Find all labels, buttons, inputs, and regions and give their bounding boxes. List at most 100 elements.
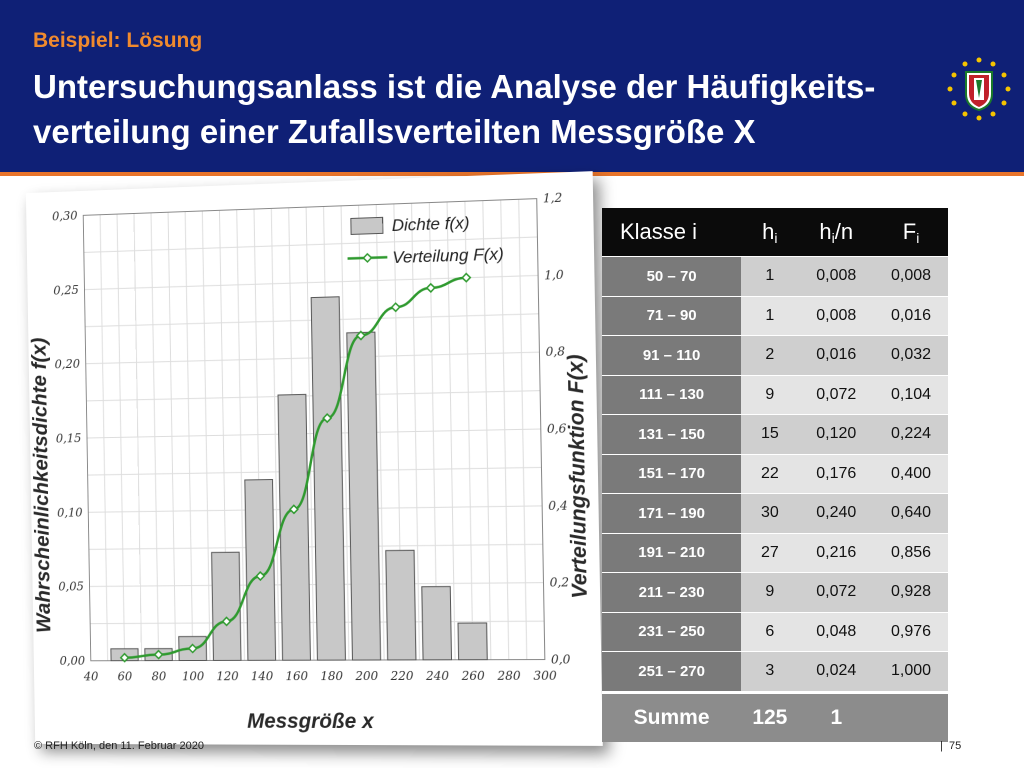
y2-tick-label: 0,4 <box>548 498 568 513</box>
hi-cell: 15 <box>741 414 799 454</box>
class-cell: 71 – 90 <box>602 295 742 336</box>
x-tick-label: 40 <box>83 669 99 683</box>
fi-cell: 0,400 <box>874 453 948 494</box>
x-axis-title: Messgröße x <box>247 710 375 734</box>
hin-cell: 0,008 <box>798 256 875 296</box>
footer-page: | 75 <box>940 740 961 752</box>
table-row: 131 – 150 15 0,120 0,224 <box>602 414 948 454</box>
fi-cell: 0,016 <box>874 295 948 336</box>
y-tick-label: 0,00 <box>60 654 86 668</box>
fi-cell: 1,000 <box>874 651 948 692</box>
hin-cell: 0,176 <box>798 453 875 494</box>
distribution-point <box>256 572 264 580</box>
hin-cell: 0,048 <box>798 611 875 652</box>
fi-cell: 0,104 <box>874 374 948 415</box>
hin-cell: 0,024 <box>798 651 875 692</box>
x-axis-ticks: 40 60 80 100 120 140 160 180 200 220 240 260 280 300 <box>83 668 558 683</box>
y-tick-label: 0,20 <box>55 357 81 372</box>
distribution-point <box>290 505 298 513</box>
sum-fi <box>874 690 948 742</box>
hi-cell: 2 <box>741 335 799 375</box>
hi-cell: 3 <box>741 651 799 692</box>
hin-cell: 0,240 <box>798 493 875 533</box>
hin-cell: 0,016 <box>798 335 875 375</box>
hin-cell: 0,072 <box>798 374 875 415</box>
y2-tick-label: 0,2 <box>549 575 569 590</box>
class-cell: 171 – 190 <box>602 493 742 533</box>
class-cell: 191 – 210 <box>602 532 742 573</box>
fi-cell: 0,224 <box>874 414 948 454</box>
density-bar <box>278 394 310 660</box>
hi-cell: 27 <box>741 532 799 573</box>
y-tick-label: 0,10 <box>57 505 83 519</box>
footer-copyright-text: © RFH Köln, den <box>34 740 118 752</box>
x-tick-label: 240 <box>425 669 450 683</box>
chart-legend: Dichte f(x) Verteilung F(x) <box>347 213 504 267</box>
density-bar <box>311 297 345 660</box>
x-tick-label: 260 <box>461 669 486 683</box>
hi-cell: 6 <box>741 611 799 652</box>
y2-axis-ticks: 0,0 0,2 0,4 0,6 0,8 1,0 1,2 <box>543 190 571 666</box>
y2-tick-label: 0,0 <box>551 652 571 666</box>
table-row: 71 – 90 1 0,008 0,016 <box>602 295 948 336</box>
fi-cell: 0,856 <box>874 532 948 573</box>
class-cell: 91 – 110 <box>602 335 742 375</box>
density-bar <box>346 331 381 662</box>
header-klasse: Klasse i <box>602 208 742 257</box>
table-row: 171 – 190 30 0,240 0,640 <box>602 493 948 533</box>
sum-hin: 1 <box>798 690 875 742</box>
x-tick-label: 160 <box>285 669 308 683</box>
slide-title: Untersuchungsanlass ist die Analyse der … <box>33 68 876 150</box>
hin-cell: 0,072 <box>798 572 875 612</box>
class-cell: 50 – 70 <box>602 256 742 296</box>
y-tick-label: 0,05 <box>58 580 84 594</box>
density-bar <box>386 550 416 660</box>
table-row: 251 – 270 3 0,024 1,000 <box>602 651 948 692</box>
slide-subtitle: Beispiel: Lösung <box>33 29 203 52</box>
class-cell: 131 – 150 <box>602 414 742 454</box>
hin-cell: 0,216 <box>798 532 875 573</box>
density-distribution-chart: 40 60 80 100 120 140 160 180 200 220 240 260 280 300 … <box>25 171 603 746</box>
table-sum-row: Summe 125 1 <box>602 690 948 742</box>
y2-tick-label: 0,6 <box>547 421 567 436</box>
y2-tick-label: 1,2 <box>543 190 563 205</box>
density-bar <box>145 649 172 661</box>
x-tick-label: 60 <box>117 669 132 683</box>
chart-image: 40 60 80 100 120 140 160 180 200 220 240 260 280 300 … <box>25 171 603 746</box>
y2-tick-label: 1,0 <box>544 267 564 282</box>
y-axis-title: Wahrscheinlichkeitsdichte f(x) <box>28 337 55 633</box>
distribution-point <box>392 303 400 311</box>
table-row: 111 – 130 9 0,072 0,104 <box>602 374 948 415</box>
hi-cell: 22 <box>741 453 799 494</box>
x-tick-label: 100 <box>182 669 205 683</box>
legend-marker <box>362 252 373 263</box>
footer-copyright: © RFH Köln, den 11. Februar 2020 <box>34 740 204 752</box>
table-row: 211 – 230 9 0,072 0,928 <box>602 572 948 612</box>
y2-tick-label: 0,8 <box>545 344 565 359</box>
header-fi: Fi <box>874 208 948 257</box>
y-tick-label: 0,30 <box>52 209 78 224</box>
page-number: 75 <box>948 740 962 752</box>
table-row: 231 – 250 6 0,048 0,976 <box>602 611 948 652</box>
x-tick-label: 80 <box>151 669 166 683</box>
class-cell: 251 – 270 <box>602 651 742 692</box>
legend-density-label: Dichte f(x) <box>392 213 470 235</box>
distribution-point <box>462 273 470 281</box>
hi-cell: 1 <box>741 295 799 336</box>
sum-label: Summe <box>602 690 742 742</box>
distribution-point <box>323 414 331 422</box>
fi-cell: 0,640 <box>874 493 948 533</box>
x-tick-label: 140 <box>251 669 274 683</box>
x-tick-label: 120 <box>216 669 239 683</box>
density-bar <box>458 623 487 660</box>
distribution-point <box>427 284 435 292</box>
frequency-table: Klasse i hi hi/n Fi 50 – 70 1 0,008 0,008 71… <box>602 208 948 742</box>
fi-cell: 0,976 <box>874 611 948 652</box>
table-header-row: Klasse i hi hi/n Fi <box>602 208 948 257</box>
slide-header: Beispiel: Lösung Untersuchungsanlass ist… <box>0 0 1024 172</box>
y-axis-ticks: 0,00 0,05 0,10 0,15 0,20 0,25 0,30 <box>52 209 86 668</box>
y-tick-label: 0,25 <box>53 283 79 298</box>
density-bar <box>212 552 241 660</box>
density-bar <box>422 587 452 660</box>
distribution-point <box>356 330 366 341</box>
